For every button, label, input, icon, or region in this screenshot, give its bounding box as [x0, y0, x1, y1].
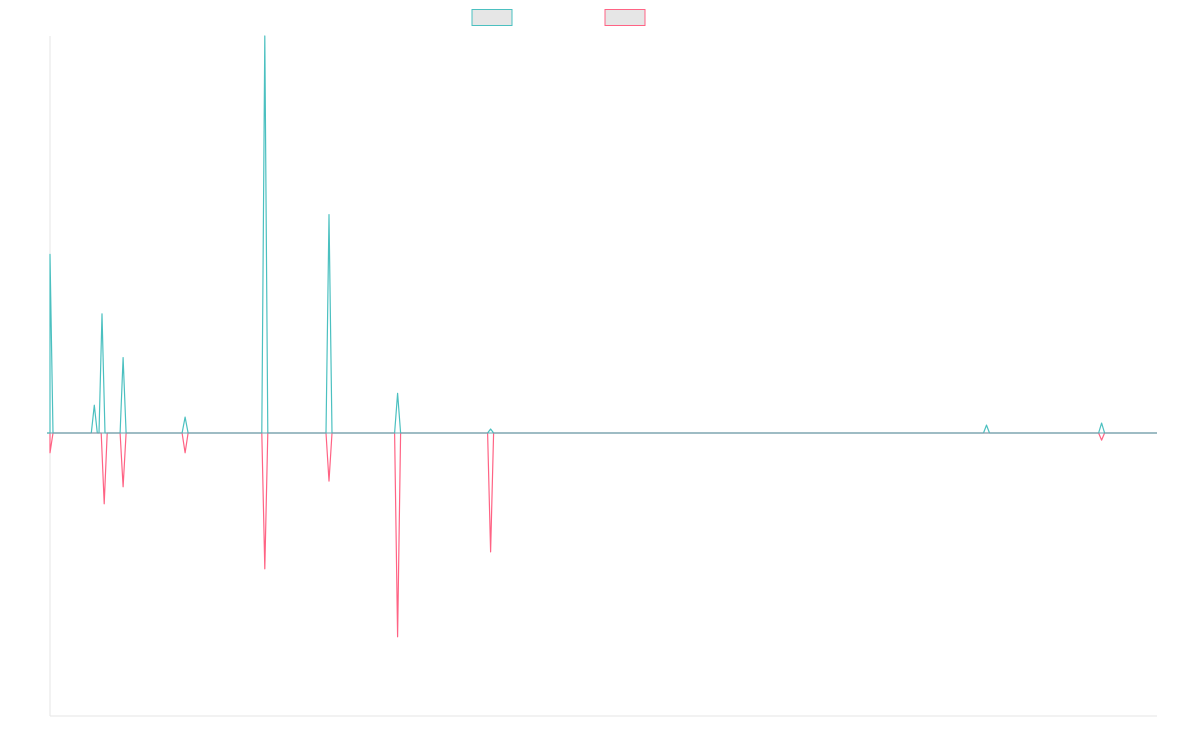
legend-item-1[interactable]	[604, 9, 646, 26]
series-line-pink	[47, 432, 1157, 638]
series-line-teal	[47, 35, 1157, 434]
legend-swatch	[604, 9, 646, 26]
chart-axes	[49, 36, 1157, 717]
series-layer	[47, 35, 1157, 638]
legend-swatch	[471, 9, 513, 26]
chart-legend	[471, 9, 646, 26]
legend-item-0[interactable]	[471, 9, 513, 26]
